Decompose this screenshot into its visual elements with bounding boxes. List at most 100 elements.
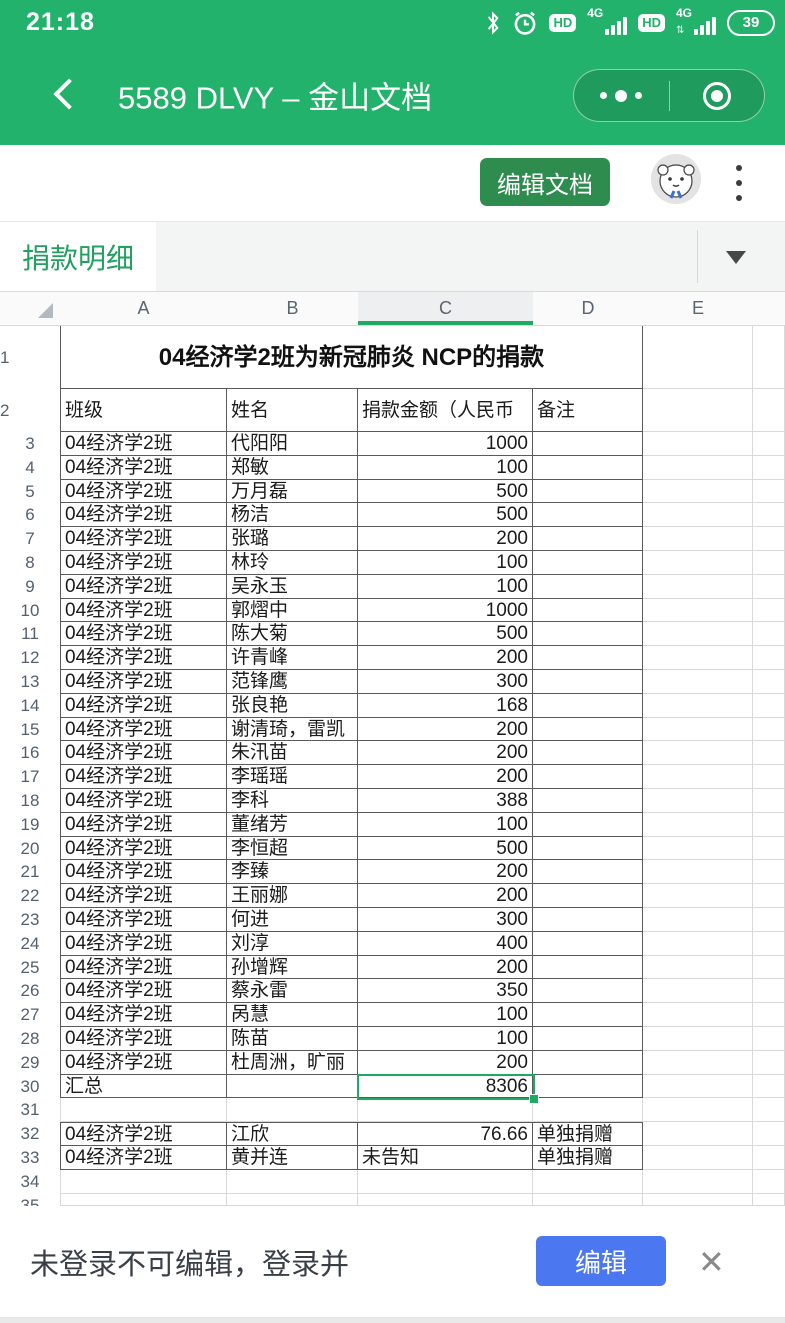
cell-empty[interactable] — [643, 1003, 753, 1027]
kebab-menu-button[interactable] — [729, 157, 749, 209]
cell-note[interactable] — [533, 1003, 643, 1027]
row-number[interactable]: 27 — [20, 1005, 40, 1025]
cell-class[interactable]: 04经济学2班 — [60, 884, 227, 908]
cell-empty[interactable] — [643, 1026, 753, 1051]
close-circle-button[interactable] — [670, 81, 765, 110]
cell-note[interactable] — [533, 1026, 643, 1051]
cell-amount[interactable]: 1000 — [358, 598, 533, 623]
row-number[interactable]: 1 — [0, 348, 10, 367]
cell-class[interactable]: 04经济学2班 — [60, 836, 227, 861]
cell-name[interactable]: 杨洁 — [227, 503, 358, 528]
cell-header-class[interactable]: 班级 — [60, 389, 227, 432]
cell-class[interactable]: 04经济学2班 — [60, 717, 227, 742]
row-number[interactable]: 28 — [20, 1028, 40, 1048]
select-all-corner[interactable] — [0, 292, 60, 326]
cell-name[interactable]: 林玲 — [227, 550, 358, 575]
cell-empty[interactable] — [643, 1122, 753, 1146]
row-number[interactable]: 31 — [20, 1100, 40, 1120]
cell-note[interactable] — [533, 550, 643, 575]
cell-amount[interactable]: 500 — [358, 503, 533, 528]
close-icon[interactable]: ✕ — [698, 1243, 725, 1280]
cell-name[interactable]: 李恒超 — [227, 836, 358, 861]
cell-name[interactable]: 张良艳 — [227, 693, 358, 718]
row-number[interactable]: 23 — [20, 909, 40, 929]
cell-empty[interactable] — [643, 622, 753, 647]
cell-empty[interactable] — [643, 1074, 753, 1099]
cell-empty[interactable] — [643, 479, 753, 504]
cell-name[interactable]: 江欣 — [227, 1122, 358, 1146]
col-header-e[interactable]: E — [643, 292, 753, 326]
cell-class[interactable]: 04经济学2班 — [60, 574, 227, 599]
cell-name[interactable]: 何进 — [227, 907, 358, 932]
cell-class[interactable]: 04经济学2班 — [60, 955, 227, 980]
cell-empty[interactable] — [643, 1050, 753, 1075]
cell-class[interactable]: 04经济学2班 — [60, 860, 227, 885]
cell-note[interactable] — [533, 788, 643, 813]
cell-note[interactable]: 单独捐赠 — [533, 1122, 643, 1146]
cell-empty[interactable] — [643, 503, 753, 528]
cell-note[interactable] — [533, 931, 643, 956]
cell-name[interactable]: 蔡永雷 — [227, 979, 358, 1004]
cell-header-amount[interactable]: 捐款金额（人民币 — [358, 389, 533, 432]
cell-empty[interactable] — [227, 1098, 358, 1123]
cell-note[interactable] — [533, 836, 643, 861]
cell-name[interactable]: 陈苗 — [227, 1026, 358, 1051]
row-number[interactable]: 18 — [20, 790, 40, 810]
cell-note[interactable] — [533, 432, 643, 456]
cell-class[interactable]: 04经济学2班 — [60, 1026, 227, 1051]
cell-name[interactable]: 李瑶瑶 — [227, 765, 358, 789]
cell-empty[interactable] — [643, 1193, 753, 1206]
row-number[interactable]: 15 — [20, 719, 40, 739]
cell-empty[interactable] — [643, 741, 753, 766]
cell-class[interactable]: 04经济学2班 — [60, 455, 227, 480]
cell-empty[interactable] — [643, 812, 753, 837]
cell-note[interactable] — [533, 574, 643, 599]
cell-class[interactable]: 04经济学2班 — [60, 479, 227, 504]
cell-amount[interactable]: 388 — [358, 788, 533, 813]
cell-note[interactable] — [533, 479, 643, 504]
cell-summary-label[interactable]: 汇总 — [60, 1074, 227, 1099]
cell-class[interactable]: 04经济学2班 — [60, 1145, 227, 1170]
cell-note[interactable] — [533, 1050, 643, 1075]
cell-class[interactable]: 04经济学2班 — [60, 1050, 227, 1075]
back-chevron-icon[interactable] — [53, 78, 85, 110]
cell-name[interactable]: 万月磊 — [227, 479, 358, 504]
cell-note[interactable] — [533, 693, 643, 718]
row-number[interactable]: 25 — [20, 957, 40, 977]
cell-amount[interactable]: 100 — [358, 455, 533, 480]
row-number[interactable]: 29 — [20, 1052, 40, 1072]
cell-empty[interactable] — [60, 1193, 227, 1206]
cell-amount[interactable]: 100 — [358, 1003, 533, 1027]
row-number[interactable]: 3 — [25, 434, 35, 453]
row-number[interactable]: 30 — [20, 1076, 40, 1096]
sheet-tab-donation-detail[interactable]: 捐款明细 — [0, 222, 156, 291]
cell-amount[interactable]: 200 — [358, 955, 533, 980]
cell-empty[interactable] — [227, 1193, 358, 1206]
cell-amount[interactable]: 200 — [358, 1050, 533, 1075]
cell-name[interactable]: 张璐 — [227, 527, 358, 551]
cell-name[interactable]: 呙慧 — [227, 1003, 358, 1027]
cell-empty[interactable] — [643, 598, 753, 623]
cell-empty[interactable] — [533, 1074, 643, 1099]
row-number[interactable]: 19 — [20, 814, 40, 834]
cell-name[interactable]: 陈大菊 — [227, 622, 358, 647]
row-number[interactable]: 4 — [25, 457, 35, 477]
row-number[interactable]: 20 — [20, 838, 40, 858]
row-number[interactable]: 9 — [25, 576, 35, 596]
cell-empty[interactable] — [358, 1169, 533, 1194]
cell-name[interactable]: 杜周洲，旷丽 — [227, 1050, 358, 1075]
row-number[interactable]: 33 — [20, 1147, 40, 1167]
cell-amount[interactable]: 100 — [358, 574, 533, 599]
cell-name[interactable]: 朱汛苗 — [227, 741, 358, 766]
cell-class[interactable]: 04经济学2班 — [60, 765, 227, 789]
cell-amount[interactable]: 100 — [358, 550, 533, 575]
cell-name[interactable]: 代阳阳 — [227, 432, 358, 456]
cell-amount[interactable]: 168 — [358, 693, 533, 718]
cell-note[interactable] — [533, 979, 643, 1004]
cell-name[interactable]: 李科 — [227, 788, 358, 813]
cell-empty[interactable] — [643, 955, 753, 980]
cell-amount[interactable]: 200 — [358, 741, 533, 766]
cell-class[interactable]: 04经济学2班 — [60, 669, 227, 694]
row-number[interactable]: 5 — [25, 481, 35, 501]
cell-name[interactable]: 李臻 — [227, 860, 358, 885]
